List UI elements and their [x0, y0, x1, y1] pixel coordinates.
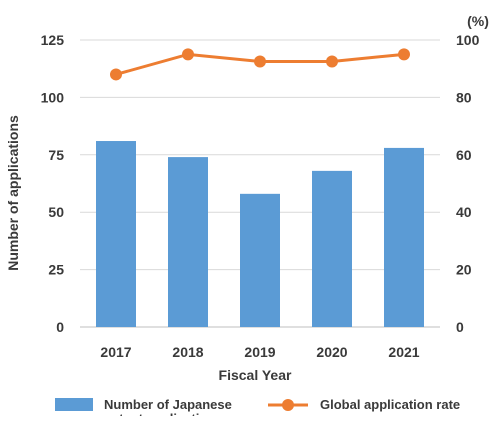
legend-line-marker	[282, 399, 294, 411]
legend-clip	[0, 416, 491, 421]
x-axis-title: Fiscal Year	[219, 367, 292, 383]
y-tick-label: 125	[41, 32, 65, 48]
y-tick-label: 25	[48, 262, 64, 278]
bar	[168, 157, 208, 327]
x-tick-label: 2017	[100, 344, 131, 360]
y-tick-label: 100	[41, 89, 65, 105]
legend-line-label: Global application rate	[320, 397, 460, 412]
y-tick-label: 50	[48, 204, 64, 220]
bar	[312, 171, 352, 327]
bar-series	[96, 141, 424, 327]
right-axis-ticks: 0 20 40 60 80 100	[456, 32, 480, 335]
y2-tick-label: 20	[456, 262, 472, 278]
y2-axis-unit: (%)	[467, 13, 489, 29]
y-tick-label: 0	[56, 319, 64, 335]
y2-tick-label: 60	[456, 147, 472, 163]
y2-tick-label: 100	[456, 32, 480, 48]
line-point	[398, 48, 410, 60]
x-tick-label: 2019	[244, 344, 275, 360]
line-point	[182, 48, 194, 60]
y2-tick-label: 80	[456, 89, 472, 105]
y2-tick-label: 0	[456, 319, 464, 335]
bar	[384, 148, 424, 327]
y2-tick-label: 40	[456, 204, 472, 220]
y-tick-label: 75	[48, 147, 64, 163]
left-axis-ticks: 0 25 50 75 100 125	[41, 32, 65, 335]
line-point	[326, 56, 338, 68]
x-tick-label: 2018	[172, 344, 203, 360]
bar	[240, 194, 280, 327]
x-axis-ticks: 2017 2018 2019 2020 2021	[100, 344, 419, 360]
legend-bar-label-line1: Number of Japanese	[104, 397, 232, 412]
bar	[96, 141, 136, 327]
y-axis-title: Number of applications	[5, 115, 21, 271]
line-series	[110, 48, 410, 80]
x-tick-label: 2020	[316, 344, 347, 360]
line-point	[110, 68, 122, 80]
legend-bar-swatch	[55, 398, 93, 411]
line-point	[254, 56, 266, 68]
x-tick-label: 2021	[388, 344, 419, 360]
